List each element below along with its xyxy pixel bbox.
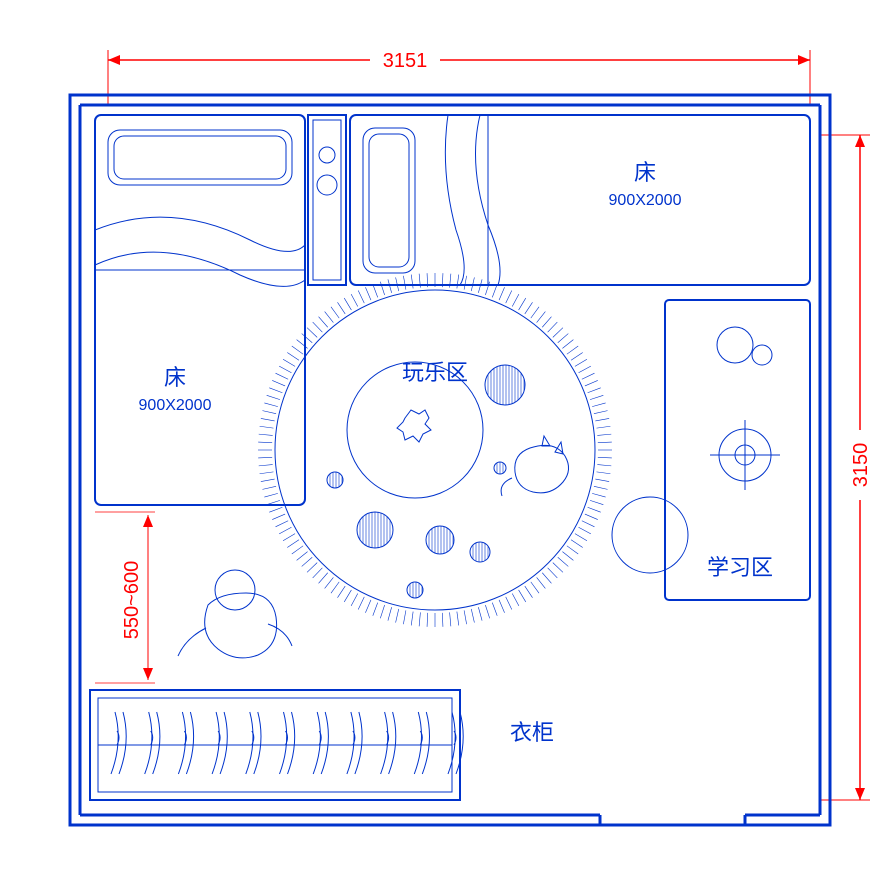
dim-vertical-small: 550~600 xyxy=(95,512,155,683)
bed-right-size: 900X2000 xyxy=(609,192,682,209)
cat-icon xyxy=(501,436,568,496)
study-chair xyxy=(612,497,688,573)
bed-right-label: 床 xyxy=(634,160,656,185)
bed-right xyxy=(350,115,810,285)
wardrobe-label: 衣柜 xyxy=(510,720,554,745)
bed-left-size: 900X2000 xyxy=(139,397,212,414)
narrow-column xyxy=(308,115,346,285)
dim-top: 3151 xyxy=(108,50,810,105)
dim-top-value: 3151 xyxy=(383,50,428,72)
dim-right-value: 3150 xyxy=(850,443,872,488)
dim-small-value: 550~600 xyxy=(121,561,143,639)
wardrobe xyxy=(90,690,463,800)
bed-left-label: 床 xyxy=(164,365,186,390)
bed-left xyxy=(95,115,305,505)
dim-right: 3150 xyxy=(820,135,872,800)
person-icon xyxy=(178,570,292,658)
floor-plan-canvas: 3151 3150 xyxy=(0,0,887,875)
play-label: 玩乐区 xyxy=(402,360,468,385)
play-rug xyxy=(258,273,612,627)
study-label: 学习区 xyxy=(707,555,773,580)
